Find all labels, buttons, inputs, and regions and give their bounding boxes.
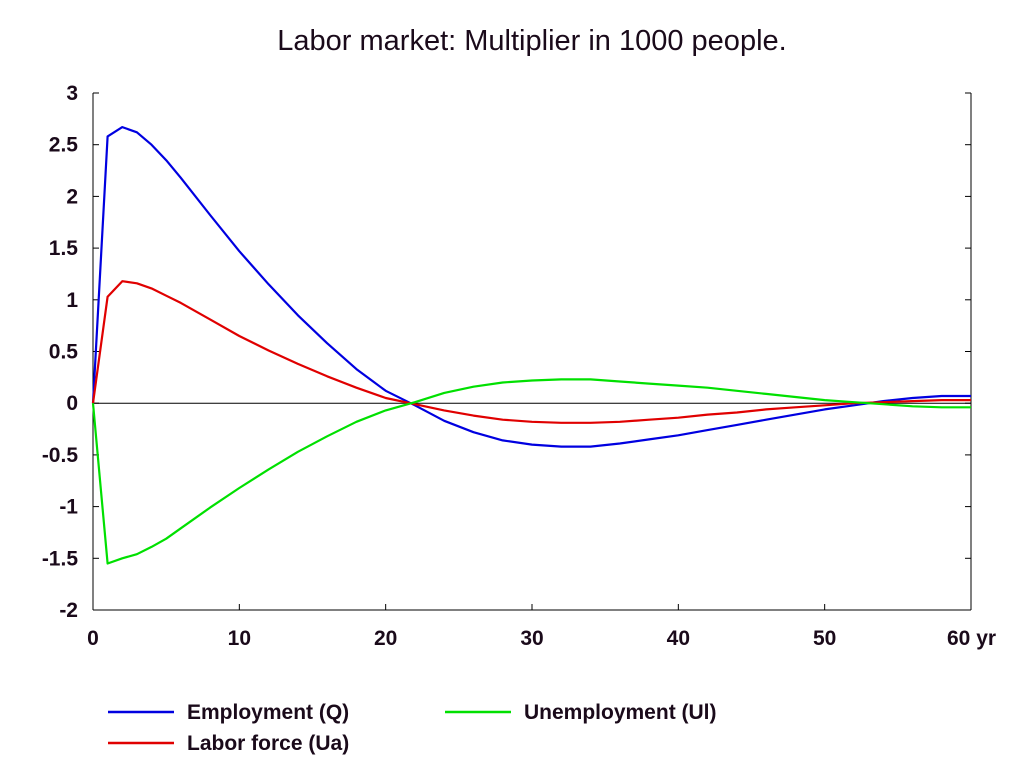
series-line-employment-q <box>91 125 971 448</box>
y-tick-label: -2 <box>59 599 78 622</box>
y-tick-label: 1.5 <box>49 237 79 260</box>
series-line-labor-force-ua <box>91 280 971 424</box>
y-tick-label: 3 <box>66 82 78 105</box>
x-tick-label: 40 <box>667 627 690 650</box>
y-tick-label: 2.5 <box>49 134 79 157</box>
y-tick-label: -0.5 <box>42 444 79 467</box>
series-line-unemployment-ul <box>91 378 971 565</box>
legend-label-employment-q: Employment (Q) <box>187 701 349 724</box>
y-tick-label: 0 <box>66 392 78 415</box>
x-tick-label: 30 <box>520 627 543 650</box>
y-tick-label: -1 <box>59 496 78 519</box>
legend-label-labor-force-ua: Labor force (Ua) <box>187 732 349 755</box>
y-tick-label: 1 <box>66 289 78 312</box>
legend: Employment (Q) Labor force (Ua) Unemployme… <box>108 701 717 755</box>
y-tick-label: 2 <box>66 185 78 208</box>
y-tick-label: 0.5 <box>49 341 79 364</box>
chart-title: Labor market: Multiplier in 1000 people. <box>277 25 786 57</box>
x-tick-label: 20 <box>374 627 397 650</box>
x-tick-label: 50 <box>813 627 836 650</box>
plot-area: 3 2.5 2 1.5 1 0.5 0 -0.5 -1 -1.5 -2 0 10 20 30 40 50 60 y… <box>42 82 996 650</box>
x-tick-label: 60 yr <box>947 627 996 650</box>
legend-label-unemployment-ul: Unemployment (Ul) <box>524 701 717 724</box>
x-tick-label: 0 <box>87 627 99 650</box>
x-tick-label: 10 <box>228 627 251 650</box>
y-tick-label: -1.5 <box>42 547 79 570</box>
